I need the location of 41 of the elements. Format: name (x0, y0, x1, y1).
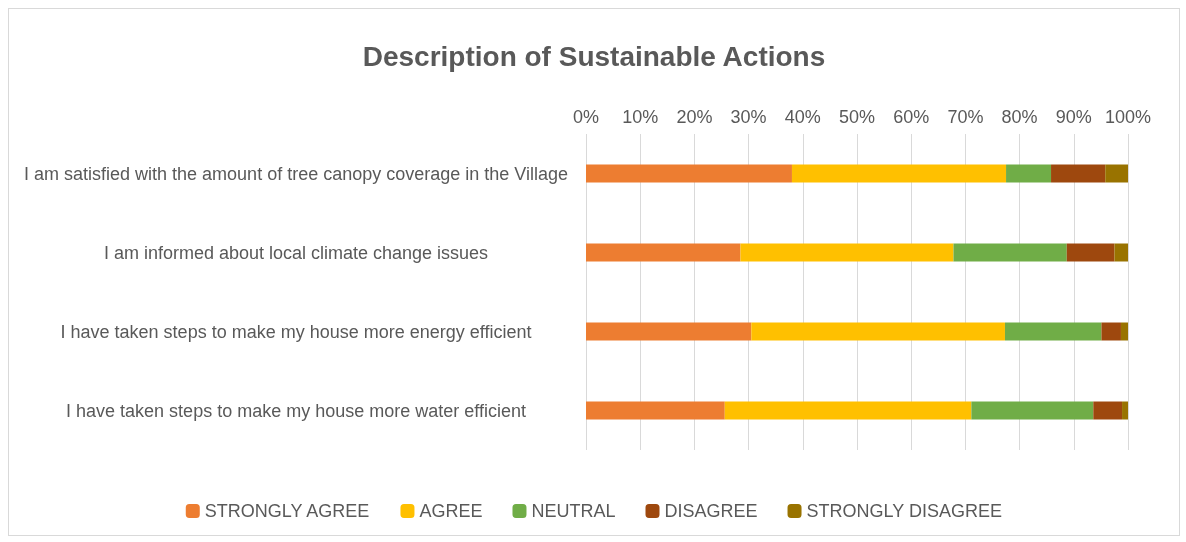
chart-title: Description of Sustainable Actions (362, 40, 826, 72)
bar (1101, 322, 1121, 341)
y-tick-label: I am satisfied with the amount of tree canopy coverage in the Village (24, 163, 568, 184)
x-tick-label: 0% (572, 107, 600, 127)
bar (586, 322, 752, 341)
x-tick-label: 10% (622, 107, 659, 127)
y-tick-label: I have taken steps to make my house more energy efficient (60, 321, 532, 342)
bar (751, 322, 1005, 341)
x-tick-label: 90% (1055, 107, 1092, 127)
x-tick-label: 60% (893, 107, 930, 127)
x-tick-label: 70% (947, 107, 984, 127)
bar (971, 401, 1094, 420)
bar (1093, 401, 1123, 420)
bar (1122, 401, 1128, 420)
bar (1051, 164, 1106, 183)
bar (1114, 243, 1128, 262)
bar (586, 401, 725, 420)
legend-label: AGREE (419, 501, 483, 521)
bar (586, 243, 741, 262)
legend-label: STRONGLY DISAGREE (806, 501, 1002, 521)
bar (1006, 164, 1052, 183)
bar (791, 164, 1007, 183)
bar (586, 164, 792, 183)
x-tick-label: 50% (838, 107, 876, 127)
legend-label: DISAGREE (664, 501, 758, 521)
bar (1120, 322, 1128, 341)
bar (1004, 322, 1102, 341)
x-tick-label: 20% (676, 107, 713, 127)
bar (1105, 164, 1128, 183)
bar (953, 243, 1067, 262)
bar (724, 401, 972, 420)
legend-label: STRONGLY AGREE (204, 501, 370, 521)
y-tick-label: I am informed about local climate change issues (103, 242, 489, 263)
x-tick-label: 30% (730, 107, 767, 127)
legend-label: NEUTRAL (531, 501, 616, 521)
x-tick-label: 80% (1001, 107, 1038, 127)
y-tick-label: I have taken steps to make my house more water efficient (66, 400, 526, 421)
x-tick-label: 100% (1104, 107, 1152, 127)
bar (740, 243, 954, 262)
x-tick-label: 40% (784, 107, 821, 127)
bar (1066, 243, 1115, 262)
